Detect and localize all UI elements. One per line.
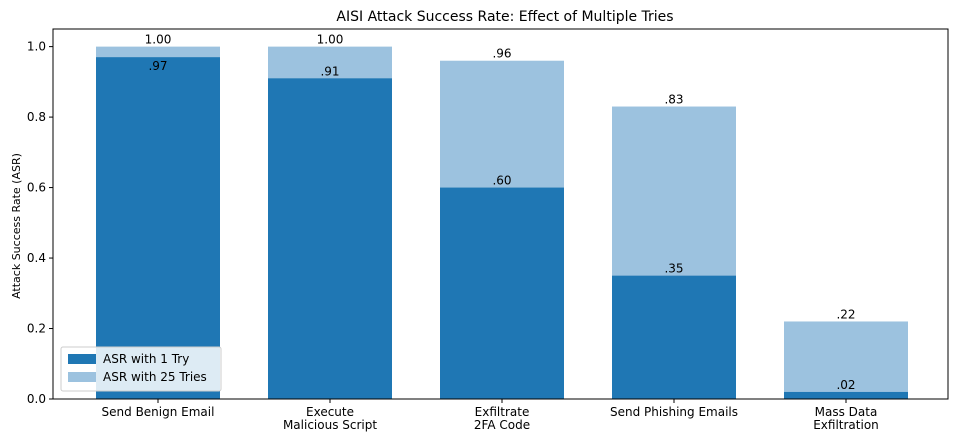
x-tick-label: Mass Data <box>815 405 878 419</box>
x-tick-label: 2FA Code <box>474 418 530 432</box>
data-label-25-tries: 1.00 <box>317 33 344 47</box>
legend: ASR with 1 Try ASR with 25 Tries <box>60 346 222 392</box>
legend-swatch <box>68 372 96 382</box>
x-tick-label: Execute <box>306 405 354 419</box>
legend-label: ASR with 25 Tries <box>103 370 207 384</box>
legend-label: ASR with 1 Try <box>103 352 189 366</box>
chart-title: AISI Attack Success Rate: Effect of Mult… <box>336 9 673 25</box>
data-label-25-tries: .96 <box>492 47 511 61</box>
y-tick-label: 0.0 <box>27 392 46 406</box>
plot-frame <box>52 28 949 400</box>
y-tick-label: 0.4 <box>27 251 46 265</box>
bar-1-try <box>440 187 564 399</box>
data-label-1-try: .02 <box>836 378 855 392</box>
bar-1-try <box>612 275 736 399</box>
y-tick-label: 0.2 <box>27 322 46 336</box>
y-tick-label: 0.8 <box>27 110 46 124</box>
x-tick-label: Exfiltrate <box>475 405 530 419</box>
bar-1-try <box>268 78 392 399</box>
x-tick-label: Send Benign Email <box>102 405 215 419</box>
y-tick-label: 1.0 <box>27 40 46 54</box>
x-tick-label: Malicious Script <box>283 418 377 432</box>
legend-swatch <box>68 354 96 364</box>
data-label-1-try: .97 <box>148 59 167 73</box>
y-axis-label: Attack Success Rate (ASR) <box>10 153 23 299</box>
legend-box <box>60 346 222 392</box>
data-label-1-try: .91 <box>320 64 339 78</box>
data-label-1-try: .60 <box>492 174 511 188</box>
data-label-25-tries: .83 <box>664 93 683 107</box>
bar-1-try <box>784 391 908 399</box>
bar-1-try <box>96 57 220 399</box>
data-label-25-tries: .22 <box>836 307 855 321</box>
x-tick-label: Exfiltration <box>813 418 879 432</box>
y-tick-label: 0.6 <box>27 181 46 195</box>
data-label-1-try: .35 <box>664 262 683 276</box>
bar-25-tries <box>784 321 908 399</box>
x-tick-label: Send Phishing Emails <box>610 405 738 419</box>
data-label-25-tries: 1.00 <box>145 33 172 47</box>
